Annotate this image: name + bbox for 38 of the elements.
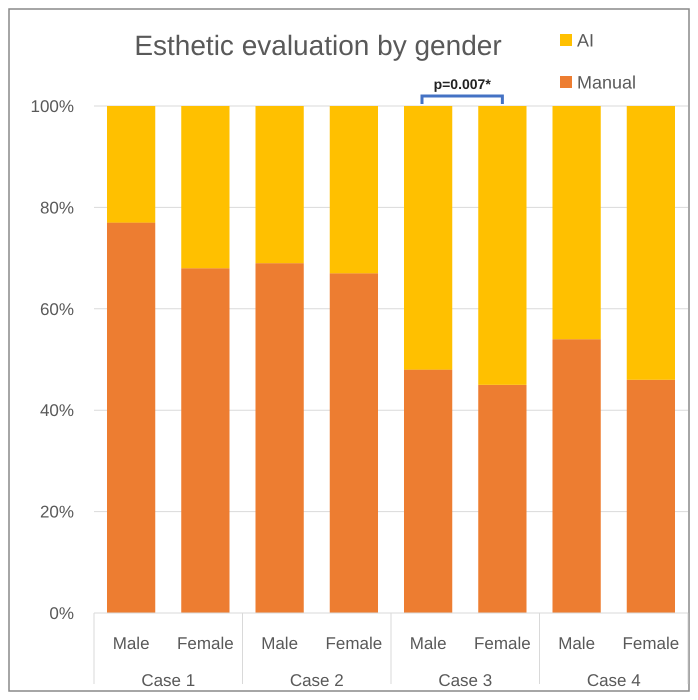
y-tick-label: 0% [49,604,74,623]
bar [404,370,452,613]
x-tick-label: Female [622,634,680,653]
text: Case 3 [438,671,492,690]
bar [478,384,527,613]
bar [106,106,156,223]
bar [478,106,527,385]
y-tick-label: 40% [40,401,74,420]
x-tick-label: Male [558,634,596,653]
text: p=0.007* [434,76,492,92]
y-tick-label: 100% [30,96,74,116]
text: Case 2 [290,671,344,690]
bar [330,106,378,274]
y-tick-label: 80% [40,198,74,218]
bar [330,273,378,613]
x-tick-label: Male [261,634,298,653]
x-tick-label: Female [474,634,531,653]
bar [626,106,676,380]
x-tick-label: Female [326,634,382,653]
bar [255,263,304,613]
legend-label: AI [577,30,594,50]
x-tick-label: Male [112,634,150,653]
bar [255,106,304,264]
bar [404,106,452,370]
bar [626,380,676,613]
bar [552,339,601,613]
y-tick-label: 60% [40,300,74,319]
legend-label: Manual [577,72,636,92]
x-tick-label: Male [410,634,447,653]
text: Case 4 [586,671,641,690]
x-tick-label: Female [177,634,234,653]
bar [181,268,230,613]
chart-title: Esthetic evaluation by gender [134,30,502,61]
bar [181,106,230,268]
text: Case 1 [141,671,196,690]
bar [106,222,156,613]
bar [552,106,601,340]
y-tick-label: 20% [40,502,74,522]
